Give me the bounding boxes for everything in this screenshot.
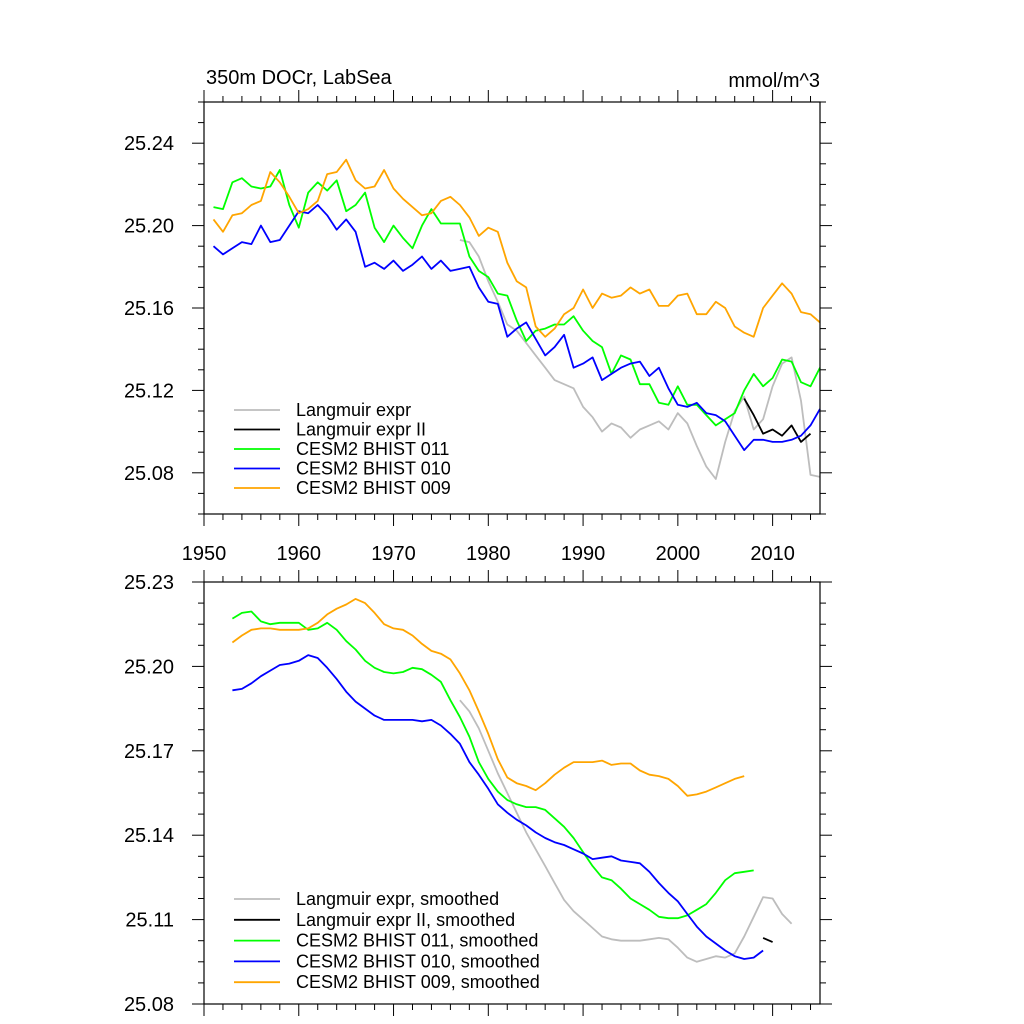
legend-label: Langmuir expr II, smoothed xyxy=(296,910,515,930)
top-y-tick-labels: 25.08 25.12 25.16 25.20 25.24 xyxy=(124,133,174,485)
y-tick-label: 25.17 xyxy=(124,741,174,763)
series-line-1 xyxy=(743,398,812,443)
series-line-4 xyxy=(231,598,745,797)
x-tick-label: 1950 xyxy=(182,543,227,565)
bottom-plot-area xyxy=(231,598,793,963)
legend-label: CESM2 BHIST 011, smoothed xyxy=(296,931,538,951)
y-tick-label: 25.23 xyxy=(124,572,174,594)
y-tick-label: 25.24 xyxy=(124,133,174,155)
top-panel: 350m DOCr, LabSea mmol/m^3 25.0825.1225.… xyxy=(124,67,832,565)
series-line-3 xyxy=(212,204,821,452)
legend-label: CESM2 BHIST 010, smoothed xyxy=(296,951,540,971)
y-tick-label: 25.16 xyxy=(124,298,174,320)
series-line-1 xyxy=(762,937,773,943)
y-tick-label: 25.20 xyxy=(124,216,174,238)
x-tick-label: 1990 xyxy=(561,543,606,565)
bottom-plot-frame xyxy=(203,581,821,1005)
series-line-2 xyxy=(231,610,754,920)
x-tick-label: 2010 xyxy=(750,543,795,565)
y-tick-label: 25.12 xyxy=(124,380,174,402)
top-axes-ticks xyxy=(192,90,832,526)
top-panel-units: mmol/m^3 xyxy=(728,70,820,92)
x-tick-label: 1960 xyxy=(277,543,322,565)
legend-label: Langmuir expr, smoothed xyxy=(296,889,499,909)
legend-label: CESM2 BHIST 009, smoothed xyxy=(296,972,540,992)
series-line-4 xyxy=(212,158,821,338)
x-tick-label: 2000 xyxy=(656,543,701,565)
top-plot-frame xyxy=(203,101,821,515)
y-tick-label: 25.08 xyxy=(124,463,174,485)
legend-label: CESM2 BHIST 010 xyxy=(296,459,451,479)
series-line-0 xyxy=(459,239,821,480)
series-line-0 xyxy=(459,699,793,963)
legend-label: CESM2 BHIST 009 xyxy=(296,478,451,498)
x-tick-label: 1980 xyxy=(466,543,511,565)
y-tick-label: 25.08 xyxy=(124,994,174,1016)
y-tick-label: 25.11 xyxy=(125,910,174,932)
y-tick-label: 25.20 xyxy=(124,656,174,678)
legend-label: Langmuir expr xyxy=(296,400,411,420)
top-panel-title: 350m DOCr, LabSea xyxy=(206,67,393,89)
x-tick-label: 1970 xyxy=(371,543,416,565)
bottom-panel: 25.08 25.11 25.14 25.17 25.20 25.23 Langmuir … xyxy=(124,570,832,1016)
legend-label: Langmuir expr II xyxy=(296,420,426,440)
top-x-tick-labels: 1950 1960 1970 1980 1990 2000 2010 xyxy=(182,543,795,565)
bottom-axes-ticks xyxy=(192,570,832,1016)
y-tick-label: 25.14 xyxy=(124,825,174,847)
series-line-2 xyxy=(213,169,821,427)
top-plot-area xyxy=(212,158,821,480)
bottom-y-tick-labels: 25.08 25.11 25.14 25.17 25.20 25.23 xyxy=(124,572,174,1016)
legend-label: CESM2 BHIST 011 xyxy=(296,439,449,459)
series-line-3 xyxy=(232,654,764,960)
